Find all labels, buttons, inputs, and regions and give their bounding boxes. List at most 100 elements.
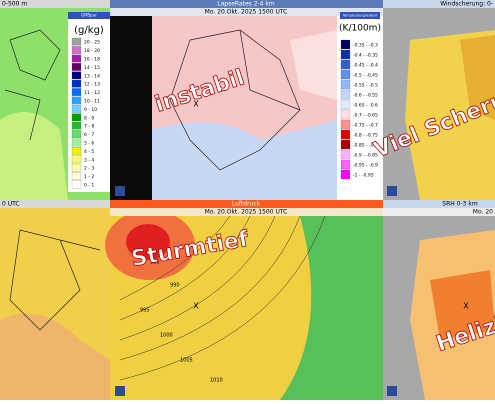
legend-swatch: [340, 89, 351, 100]
legend-swatch: [71, 71, 82, 80]
legend-label: -0.45 - -0.4: [353, 63, 378, 69]
legend-label: 0 - 1: [84, 183, 94, 189]
legend-label: 16 - 18: [84, 57, 100, 63]
panel-time: Mo. 20.Okt. 2025 1500 UTC: [205, 9, 288, 16]
legend-label: 18 - 20: [84, 48, 100, 54]
location-marker: X: [463, 302, 469, 311]
legend-swatch: [71, 79, 82, 88]
legend-unit: (g/kg): [74, 25, 104, 36]
legend-swatch: [71, 63, 82, 71]
legend-swatch: [340, 159, 351, 170]
panel-header: [0, 200, 110, 208]
legend-label: -1 - -0.95: [353, 173, 374, 179]
legend-header: [340, 12, 380, 19]
legend-label: 13 - 14: [84, 73, 100, 79]
map-region: [150, 120, 337, 200]
legend-label: 20 - 25: [84, 40, 100, 46]
panel-title: 0-500 m: [2, 1, 27, 8]
legend-swatch: [71, 172, 82, 180]
map-region: [460, 35, 495, 120]
legend-swatch: [71, 96, 82, 105]
map-region: [280, 216, 383, 400]
legend-swatch: [340, 39, 351, 50]
legend-label: -0.6 - -0.55: [353, 93, 378, 99]
legend-swatch: [340, 139, 351, 150]
legend-swatch: [71, 37, 82, 46]
time-bar: [110, 208, 383, 216]
legend-swatch: [71, 54, 82, 63]
legend-swatch: [71, 155, 82, 164]
map-region: [290, 30, 337, 100]
legend-label: 9 - 10: [84, 107, 97, 113]
legend-label: -0.7 - -0.65: [353, 113, 378, 119]
legend-label: 1 - 2: [84, 174, 94, 180]
low-pressure-core: [126, 224, 170, 260]
panel-header: [383, 200, 495, 208]
time-bar: [383, 208, 495, 216]
legend-swatch: [340, 109, 351, 120]
borders: [4, 29, 61, 141]
legend-label: -0.35 - -0.3: [353, 43, 378, 49]
legend-swatch: [340, 99, 351, 110]
legend-swatch: [71, 105, 82, 113]
location-marker: X: [193, 100, 199, 109]
map-region: [430, 270, 495, 340]
panel-header: [110, 200, 383, 208]
legend-label: -0.4 - -0.35: [353, 53, 378, 59]
isobar-label: 985: [150, 260, 160, 266]
panel-title: 0 UTC: [2, 201, 20, 208]
legend-label: -0.5 - -0.45: [353, 73, 378, 79]
isobar-label: 1005: [180, 358, 193, 364]
legend-header: [68, 12, 110, 19]
legend-swatch: [340, 59, 351, 70]
panel-time: Mo. 20.Okt. 2025 1500 UTC: [205, 209, 288, 216]
legend-swatch: [340, 69, 351, 80]
legend-swatch: [71, 130, 82, 138]
legend-label: 6 - 7: [84, 132, 94, 138]
map-region: [0, 313, 110, 400]
legend-label: -0.9 - -0.85: [353, 153, 378, 159]
isobar-label: 990: [170, 283, 180, 289]
legend-label: 2 - 3: [84, 166, 94, 172]
panel-header: [110, 0, 383, 8]
no-data-area: [110, 16, 152, 200]
legend-label: -0.85 - -0.8: [353, 143, 378, 149]
info-icons: [115, 186, 397, 396]
legend-label: -0.65 - -0.6: [353, 103, 378, 109]
legend-label: 12 - 13: [84, 82, 100, 88]
legend-swatch: [340, 49, 351, 60]
legend-label: 14 - 15: [84, 65, 100, 71]
panel-header: [0, 0, 110, 8]
legend-swatch: [340, 129, 351, 140]
time-bar: [110, 8, 383, 16]
isobar-label: 1010: [210, 378, 223, 384]
legend-label: 4 - 5: [84, 149, 94, 155]
legend-title: Temperaturgradient: [342, 14, 378, 18]
legend-label: 3 - 4: [84, 157, 94, 163]
legend-swatch: [71, 113, 82, 122]
legend-swatch: [71, 180, 82, 189]
legend-label: -0.55 - -0.5: [353, 83, 378, 89]
panel-header: [383, 0, 495, 8]
legend-swatch: [340, 149, 351, 160]
borders: [9, 229, 101, 331]
legend-swatch: [71, 163, 82, 172]
legend-swatch: [340, 169, 351, 180]
legend-swatch: [71, 46, 82, 54]
legend-label: -0.8 - -0.75: [353, 133, 378, 139]
legend-swatch: [71, 88, 82, 96]
legend-label: -0.75 - -0.7: [353, 123, 378, 129]
legend-swatch: [71, 147, 82, 155]
legend-label: 5 - 6: [84, 141, 94, 147]
legend-swatch: [71, 121, 82, 130]
panel-title: Windscherung: 0-: [440, 1, 493, 8]
map-region: [0, 112, 68, 200]
panel-title: LapseRates 2-4 km: [217, 1, 275, 8]
isobar-label: 995: [140, 308, 150, 314]
panel-title: SRH 0-3 km: [442, 201, 478, 208]
legend-label: 10 - 11: [84, 99, 100, 105]
legend-label: -0.95 - -0.9: [353, 163, 378, 169]
legend-unit: (K/100m): [339, 24, 381, 34]
panel-time: Mo. 20: [473, 209, 493, 216]
